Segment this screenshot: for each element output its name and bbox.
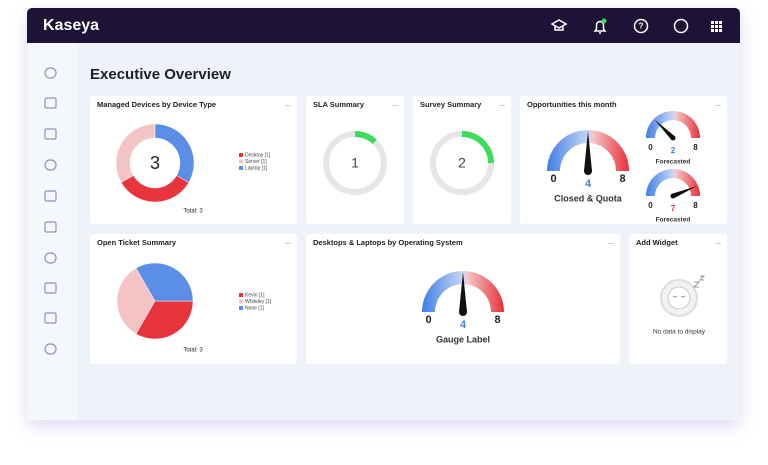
help-icon[interactable] <box>633 18 649 34</box>
sidebar-icon[interactable] <box>44 159 57 171</box>
legend-label: Desktop [1] <box>245 152 271 158</box>
gauge-value: 4 <box>460 319 467 331</box>
widget-title: Opportunities this month <box>527 100 617 109</box>
gauge-arc <box>646 111 700 138</box>
gauge-max: 8 <box>693 201 698 210</box>
legend-swatch <box>239 306 243 310</box>
legend-label: Kevin [1] <box>245 292 265 298</box>
widget-menu[interactable]: ... <box>392 101 398 108</box>
ring-value: 1 <box>351 155 359 171</box>
widget-menu[interactable]: ... <box>499 101 505 108</box>
legend-swatch <box>239 159 243 164</box>
widget-card <box>413 96 511 224</box>
sidebar-icon[interactable] <box>44 190 57 202</box>
gauge-label: Forecasted <box>656 159 691 166</box>
apps-icon[interactable] <box>711 21 722 32</box>
empty-icon-z <box>692 275 706 288</box>
sidebar-icon[interactable] <box>44 282 57 294</box>
brand: Kaseya <box>43 17 99 34</box>
page-title: Executive Overview <box>90 66 231 83</box>
gauge-arc <box>422 271 504 312</box>
empty-icon-face <box>667 286 691 310</box>
gauge-min: 0 <box>425 314 431 326</box>
legend-label: Laptop [1] <box>245 165 268 171</box>
widget-menu[interactable]: ... <box>285 239 291 246</box>
gauge-min: 0 <box>648 143 653 152</box>
sidebar-icon[interactable] <box>44 343 57 355</box>
profile-icon[interactable] <box>673 18 689 34</box>
total-label: Total: 3 <box>183 209 203 215</box>
legend-label: None [1] <box>245 305 265 311</box>
gauge-hub <box>584 167 592 175</box>
gauge-hub <box>670 135 676 141</box>
gauge-hub <box>670 193 676 199</box>
bell-icon[interactable] <box>593 20 607 34</box>
learn-icon[interactable] <box>550 19 568 31</box>
top-bar-base <box>27 36 740 43</box>
legend-swatch <box>239 153 243 157</box>
notification-dot <box>601 18 607 24</box>
sidebar-icon[interactable] <box>44 221 57 233</box>
gauge-value: 7 <box>671 204 676 213</box>
empty-message: No data to display <box>653 329 706 336</box>
gauge-needle <box>672 186 698 199</box>
sidebar-icon[interactable] <box>44 97 57 109</box>
widget-title: SLA Summary <box>313 100 365 109</box>
gauge-needle <box>459 272 467 312</box>
gauge-max: 8 <box>619 173 625 185</box>
widget-title: Survey Summary <box>420 100 482 109</box>
widget-menu[interactable]: ... <box>715 239 721 246</box>
gauge-min: 0 <box>550 173 556 185</box>
pie-slice <box>135 262 194 302</box>
pie-slice <box>154 123 195 183</box>
widget-title: Desktops & Laptops by Operating System <box>313 238 463 247</box>
pie-slice <box>135 300 194 340</box>
gauge-arc <box>547 130 629 171</box>
gauge-max: 8 <box>494 314 500 326</box>
total-label: Total: 3 <box>183 348 203 354</box>
ring-arc <box>462 131 494 163</box>
gauge-min: 0 <box>648 201 653 210</box>
gauge-label: Gauge Label <box>436 334 490 344</box>
sidebar-icon[interactable] <box>44 252 57 264</box>
ring-value: 2 <box>458 155 466 171</box>
gauge-needle <box>584 131 592 171</box>
gauge-arc <box>646 169 700 196</box>
widget-card <box>306 96 404 224</box>
legend-swatch <box>239 293 243 297</box>
gauge-label: Forecasted <box>656 217 691 224</box>
widget-title: Managed Devices by Device Type <box>97 100 216 109</box>
legend-label: Server [1] <box>245 159 267 165</box>
widget-menu[interactable]: ... <box>608 239 614 246</box>
legend-swatch <box>239 166 243 170</box>
ring-arc <box>355 131 377 145</box>
sidebar-icon[interactable] <box>44 128 57 140</box>
gauge-value: 2 <box>671 146 676 155</box>
help-glyph: ? <box>639 22 644 31</box>
gauge-max: 8 <box>693 143 698 152</box>
gauge-hub <box>459 308 467 316</box>
donut-center: 3 <box>150 153 160 173</box>
sidebar-icon[interactable] <box>44 312 57 324</box>
widget-title: Add Widget <box>636 238 678 247</box>
legend-label: Whiteley [1] <box>245 299 272 305</box>
widget-title: Open Ticket Summary <box>97 238 177 247</box>
widget-menu[interactable]: ... <box>285 101 291 108</box>
gauge-needle <box>654 119 675 140</box>
empty-icon-eyes <box>672 295 686 298</box>
top-bar <box>27 8 740 43</box>
sidebar-icon[interactable] <box>44 67 57 79</box>
gauge-value: 4 <box>585 178 592 190</box>
gauge-label: Closed & Quota <box>554 193 622 203</box>
top-icons <box>550 18 689 34</box>
legend-swatch <box>239 299 243 304</box>
widget-menu[interactable]: ... <box>715 101 721 108</box>
